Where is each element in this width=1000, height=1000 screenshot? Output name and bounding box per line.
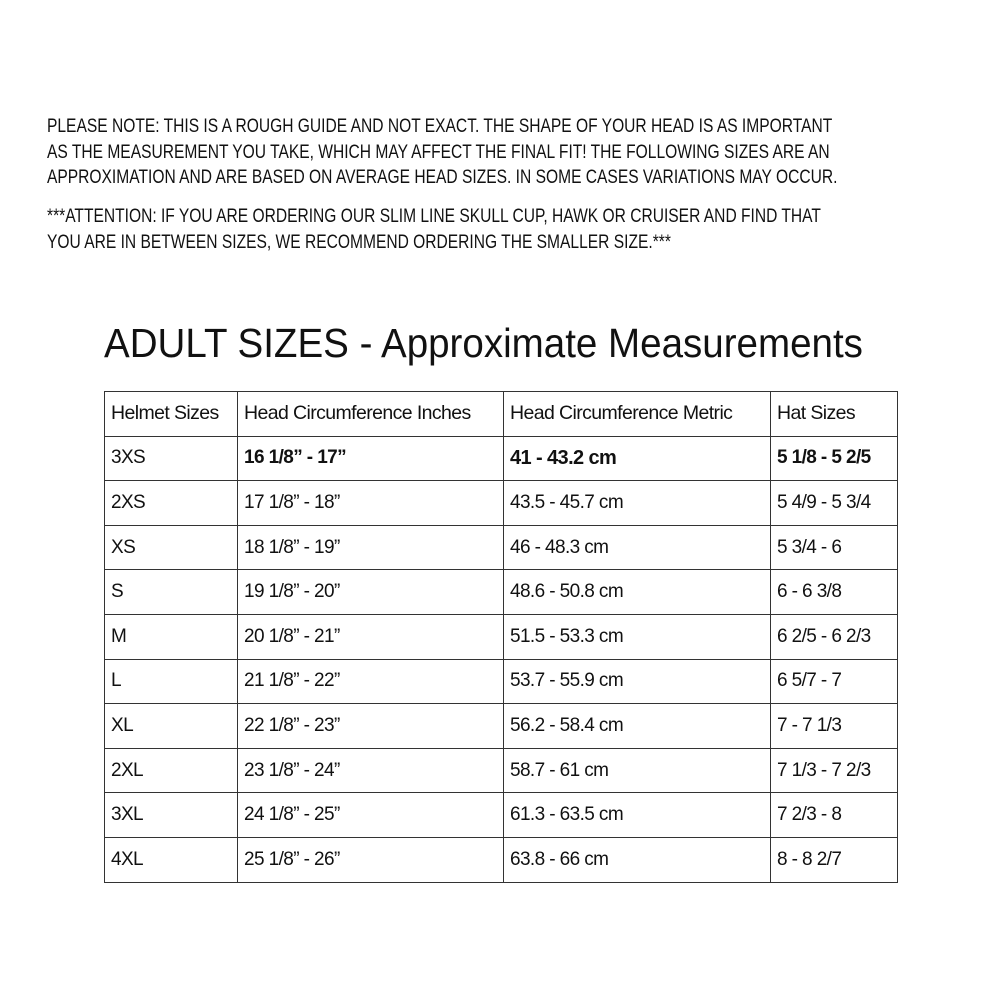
cell-helmet-size: S	[104, 569, 238, 615]
cell-metric: 48.6 - 50.8 cm	[503, 569, 771, 615]
cell-metric: 41 - 43.2 cm	[503, 435, 771, 482]
table-row: S 19 1/8” - 20” 48.6 - 50.8 cm 6 - 6 3/8	[104, 569, 898, 615]
cell-hat-size: 6 - 6 3/8	[770, 569, 898, 615]
cell-hat-size: 7 1/3 - 7 2/3	[770, 747, 898, 794]
page-title: ADULT SIZES - Approximate Measurements	[104, 320, 863, 366]
table-row: L 21 1/8” - 22” 53.7 - 55.9 cm 6 5/7 - 7	[104, 658, 898, 705]
notice-line-1: PLEASE NOTE: THIS IS A ROUGH GUIDE AND N…	[47, 116, 833, 137]
cell-inches: 17 1/8” - 18”	[237, 480, 504, 526]
cell-helmet-size: 3XS	[104, 435, 238, 482]
cell-metric: 53.7 - 55.9 cm	[503, 658, 771, 705]
table-row: 3XL 24 1/8” - 25” 61.3 - 63.5 cm 7 2/3 - 8	[104, 792, 898, 838]
cell-metric: 58.7 - 61 cm	[503, 747, 771, 794]
table-row: M 20 1/8” - 21” 51.5 - 53.3 cm 6 2/5 - 6 2/…	[104, 613, 898, 660]
table-row: 2XS 17 1/8” - 18” 43.5 - 45.7 cm 5 4/9 - 5 …	[104, 480, 898, 526]
header-hat-sizes: Hat Sizes	[770, 391, 898, 437]
cell-inches: 23 1/8” - 24”	[237, 747, 504, 794]
cell-hat-size: 5 1/8 - 5 2/5	[770, 435, 898, 482]
table-row: 3XS 16 1/8” - 17” 41 - 43.2 cm 5 1/8 - 5 2/…	[104, 435, 898, 482]
cell-helmet-size: 3XL	[104, 792, 238, 838]
cell-helmet-size: M	[104, 613, 238, 660]
cell-metric: 43.5 - 45.7 cm	[503, 480, 771, 526]
cell-hat-size: 6 5/7 - 7	[770, 658, 898, 705]
cell-helmet-size: 2XS	[104, 480, 238, 526]
cell-metric: 46 - 48.3 cm	[503, 524, 771, 571]
cell-metric: 56.2 - 58.4 cm	[503, 703, 771, 749]
cell-inches: 19 1/8” - 20”	[237, 569, 504, 615]
header-metric: Head Circumference Metric	[503, 391, 771, 437]
cell-helmet-size: XS	[104, 524, 238, 571]
attention-line-1: ***ATTENTION: IF YOU ARE ORDERING OUR SL…	[47, 206, 821, 227]
cell-inches: 20 1/8” - 21”	[237, 613, 504, 660]
cell-inches: 21 1/8” - 22”	[237, 658, 504, 705]
cell-helmet-size: L	[104, 658, 238, 705]
cell-metric: 61.3 - 63.5 cm	[503, 792, 771, 838]
cell-metric: 51.5 - 53.3 cm	[503, 613, 771, 660]
table-header-row: Helmet Sizes Head Circumference Inches H…	[104, 391, 898, 437]
attention-line-2: YOU ARE IN BETWEEN SIZES, WE RECOMMEND O…	[47, 232, 671, 253]
size-table: Helmet Sizes Head Circumference Inches H…	[104, 391, 898, 883]
cell-inches: 25 1/8” - 26”	[237, 836, 504, 883]
cell-hat-size: 7 2/3 - 8	[770, 792, 898, 838]
cell-helmet-size: 2XL	[104, 747, 238, 794]
cell-inches: 18 1/8” - 19”	[237, 524, 504, 571]
header-inches: Head Circumference Inches	[237, 391, 504, 437]
cell-inches: 22 1/8” - 23”	[237, 703, 504, 749]
cell-inches: 16 1/8” - 17”	[237, 435, 504, 482]
cell-hat-size: 5 3/4 - 6	[770, 524, 898, 571]
cell-hat-size: 7 - 7 1/3	[770, 703, 898, 749]
cell-helmet-size: XL	[104, 703, 238, 749]
cell-helmet-size: 4XL	[104, 836, 238, 883]
cell-metric: 63.8 - 66 cm	[503, 836, 771, 883]
notice-line-2: AS THE MEASUREMENT YOU TAKE, WHICH MAY A…	[47, 142, 830, 163]
cell-hat-size: 6 2/5 - 6 2/3	[770, 613, 898, 660]
table-row: 4XL 25 1/8” - 26” 63.8 - 66 cm 8 - 8 2/7	[104, 836, 898, 883]
notice-line-3: APPROXIMATION AND ARE BASED ON AVERAGE H…	[47, 167, 838, 188]
cell-hat-size: 5 4/9 - 5 3/4	[770, 480, 898, 526]
table-row: 2XL 23 1/8” - 24” 58.7 - 61 cm 7 1/3 - 7 2/…	[104, 747, 898, 794]
table-row: XL 22 1/8” - 23” 56.2 - 58.4 cm 7 - 7 1/3	[104, 703, 898, 749]
cell-inches: 24 1/8” - 25”	[237, 792, 504, 838]
table-row: XS 18 1/8” - 19” 46 - 48.3 cm 5 3/4 - 6	[104, 524, 898, 571]
header-helmet-sizes: Helmet Sizes	[104, 391, 238, 437]
cell-hat-size: 8 - 8 2/7	[770, 836, 898, 883]
